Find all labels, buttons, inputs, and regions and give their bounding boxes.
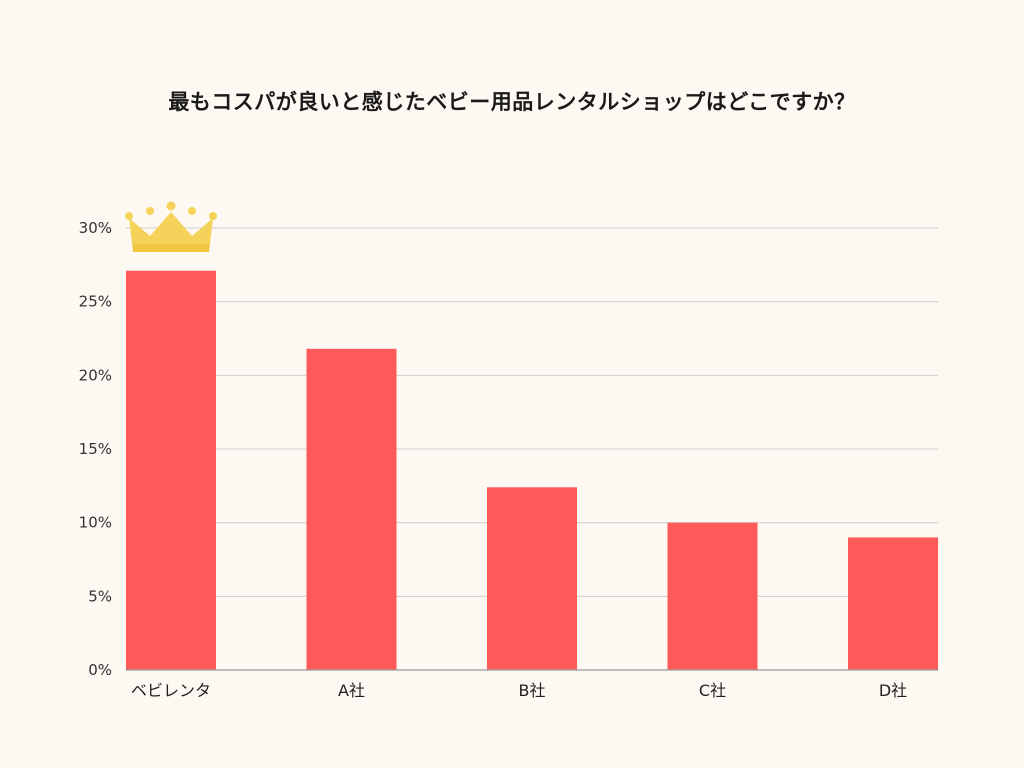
x-tick-label: ベビレンタ (131, 681, 211, 700)
y-tick-label: 15% (79, 440, 112, 458)
bar (487, 487, 577, 670)
y-tick-label: 20% (79, 366, 112, 384)
y-tick-label: 5% (88, 587, 112, 605)
bar (306, 348, 397, 670)
crown-icon (125, 201, 217, 252)
y-tick-label: 30% (79, 219, 112, 237)
x-tick-label: A社 (338, 681, 365, 700)
chart-title: 最もコスパが良いと感じたベビー用品レンタルショップはどこですか？ (168, 90, 856, 114)
bar (667, 522, 758, 670)
x-tick-label: D社 (879, 681, 907, 700)
x-tick-label: C社 (699, 681, 726, 700)
y-tick-label: 25% (79, 293, 112, 311)
bar (848, 537, 938, 670)
x-tick-label: B社 (519, 681, 546, 700)
y-tick-label: 10% (79, 514, 112, 532)
bar (126, 270, 216, 670)
y-tick-label: 0% (88, 661, 112, 679)
